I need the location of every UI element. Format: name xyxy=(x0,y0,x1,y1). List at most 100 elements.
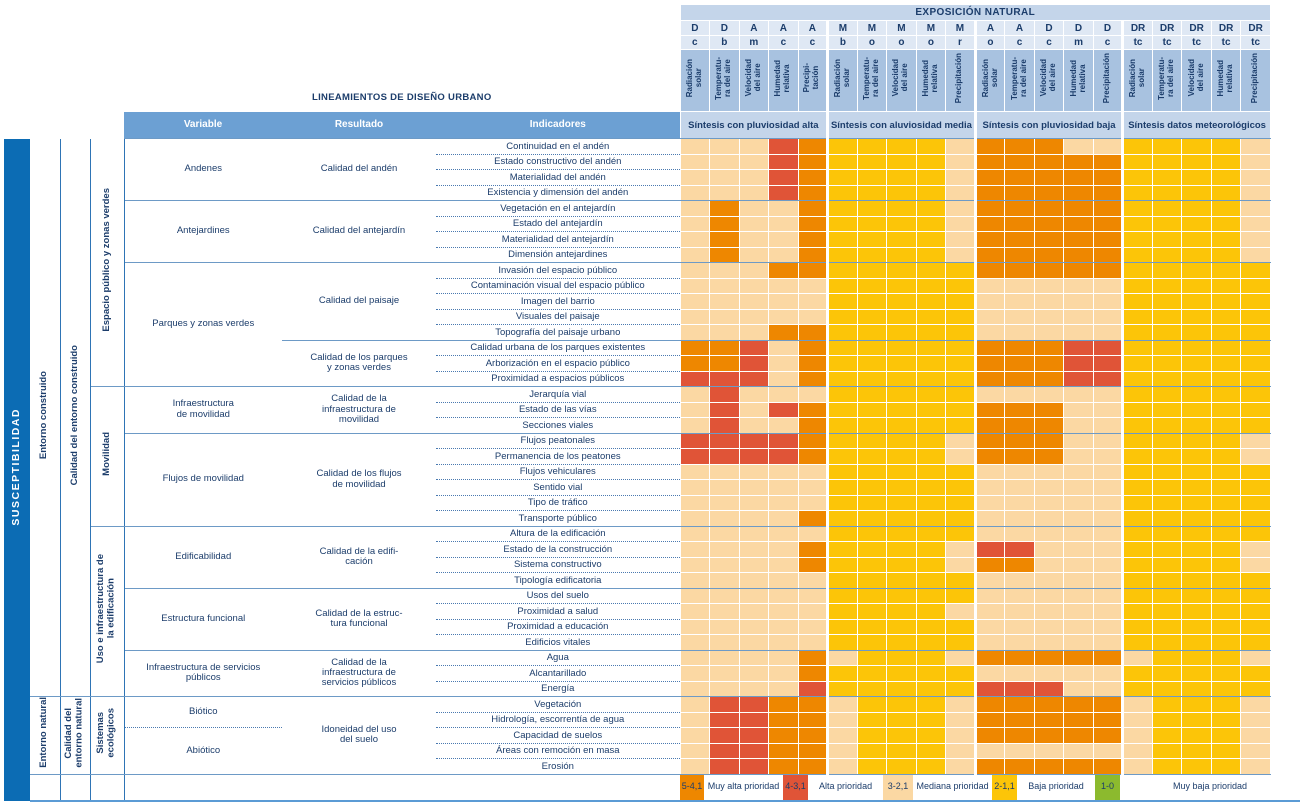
heat-cell xyxy=(826,184,858,201)
heat-cell xyxy=(768,727,799,744)
indicator-cell: Proximidad a salud xyxy=(436,603,681,620)
heat-cell xyxy=(768,277,799,294)
heat-cell xyxy=(797,277,829,294)
heat-cell xyxy=(709,680,740,697)
heat-cell xyxy=(1004,758,1035,775)
heat-cell xyxy=(1210,401,1242,418)
heat-cell xyxy=(1210,448,1242,465)
heat-cell xyxy=(1210,572,1242,589)
heat-cell xyxy=(768,293,799,310)
heat-cell xyxy=(856,510,888,527)
heat-cell xyxy=(1181,386,1212,403)
heat-cell xyxy=(1121,339,1153,356)
heat-cell xyxy=(915,432,947,449)
indicator-cell: Materialidad del andén xyxy=(436,169,681,186)
heat-cell xyxy=(973,649,1006,666)
heat-cell xyxy=(1063,680,1094,697)
heat-cell xyxy=(679,277,711,294)
heat-cell xyxy=(945,339,976,356)
exposure-code-bottom: c xyxy=(797,35,829,50)
heat-cell xyxy=(1181,339,1212,356)
heat-cell xyxy=(679,184,711,201)
heat-cell xyxy=(738,262,770,279)
heat-cell xyxy=(1181,308,1212,325)
priority-legend: 5-4,1 Muy alta prioridad 4-3,1 Alta priorid… xyxy=(680,774,1300,800)
heat-cell xyxy=(1033,696,1065,713)
matrix-row: Tipología edificatoria xyxy=(4,572,1300,589)
exposure-variable-label: Humedad relativa xyxy=(1210,49,1242,112)
heat-cell xyxy=(973,572,1006,589)
heat-cell xyxy=(1181,277,1212,294)
heat-cell xyxy=(973,448,1006,465)
heat-cell xyxy=(826,432,858,449)
heat-cell xyxy=(856,525,888,542)
heat-cell xyxy=(1151,556,1183,573)
exposure-variable-label: Humedad relativa xyxy=(768,49,799,112)
heat-cell xyxy=(1033,169,1065,186)
heat-cell xyxy=(1151,525,1183,542)
exposure-code-bottom: tc xyxy=(1210,35,1242,50)
heat-cell xyxy=(886,386,917,403)
heat-cell xyxy=(973,339,1006,356)
heat-cell xyxy=(797,711,829,728)
heat-cell xyxy=(886,215,917,232)
heat-cell xyxy=(973,215,1006,232)
heat-cell xyxy=(709,618,740,635)
matrix-row: Calidad de los parques y zonas verdes Cal… xyxy=(4,339,1300,387)
heat-cell xyxy=(679,525,711,542)
heat-cell xyxy=(856,448,888,465)
heat-cell xyxy=(1004,277,1035,294)
rotated-label-text: Temperatu- ra del aire xyxy=(1157,56,1176,100)
heat-cell xyxy=(915,696,947,713)
matrix-row: Flujos vehiculares xyxy=(4,463,1300,480)
heat-cell xyxy=(679,572,711,589)
heat-cell xyxy=(915,339,947,356)
heat-cell xyxy=(945,758,976,775)
heat-cell xyxy=(709,324,740,341)
exposure-variable-row: LINEAMIENTOS DE DISEÑO URBANO Radiación … xyxy=(4,49,1300,112)
heat-cell xyxy=(945,494,976,511)
matrix-row: Proximidad a espacios públicos xyxy=(4,370,1300,387)
susceptibilidad-label: SUSCEPTIBILIDAD xyxy=(10,408,23,526)
heat-cell xyxy=(886,339,917,356)
heat-cell xyxy=(1240,169,1271,186)
heat-cell xyxy=(1151,246,1183,263)
heat-cell xyxy=(1210,727,1242,744)
heat-cell xyxy=(738,401,770,418)
heat-cell xyxy=(1092,479,1124,496)
exposure-variable-label: Velocidad del aire xyxy=(1033,49,1065,112)
heat-cell xyxy=(1181,711,1212,728)
indicator-cell: Transporte público xyxy=(436,510,681,527)
rotated-label-text: Radiación solar xyxy=(832,58,851,98)
indicator-cell: Calidad urbana de los parques existentes xyxy=(436,340,681,356)
heat-cell xyxy=(1151,215,1183,232)
heat-cell xyxy=(1181,324,1212,341)
matrix-row: Permanencia de los peatones xyxy=(4,448,1300,465)
heat-cell xyxy=(1063,246,1094,263)
heat-cell xyxy=(1210,355,1242,372)
heat-cell xyxy=(738,556,770,573)
heat-cell xyxy=(1004,153,1035,170)
heat-cell xyxy=(826,231,858,248)
exposure-variable-label: Precipitación xyxy=(1240,49,1271,112)
heat-cell xyxy=(886,680,917,697)
heat-cell xyxy=(973,510,1006,527)
heat-cell xyxy=(886,324,917,341)
heat-cell xyxy=(797,556,829,573)
heat-cell xyxy=(915,742,947,759)
heat-cell xyxy=(1092,308,1124,325)
variable-cell: Flujos de movilidad xyxy=(124,433,282,527)
heat-cell xyxy=(738,572,770,589)
heat-cell xyxy=(1092,727,1124,744)
heat-cell xyxy=(856,665,888,682)
heat-cell xyxy=(1092,742,1124,759)
indicator-cell: Tipo de tráfico xyxy=(436,495,681,511)
exposure-code-top: D xyxy=(679,20,711,36)
heat-cell xyxy=(679,727,711,744)
heat-cell xyxy=(1033,184,1065,201)
heat-cell xyxy=(826,510,858,527)
heat-cell xyxy=(1210,696,1242,713)
indicator-cell: Edificios vitales xyxy=(436,634,681,651)
heat-cell xyxy=(709,169,740,186)
heat-cell xyxy=(738,479,770,496)
